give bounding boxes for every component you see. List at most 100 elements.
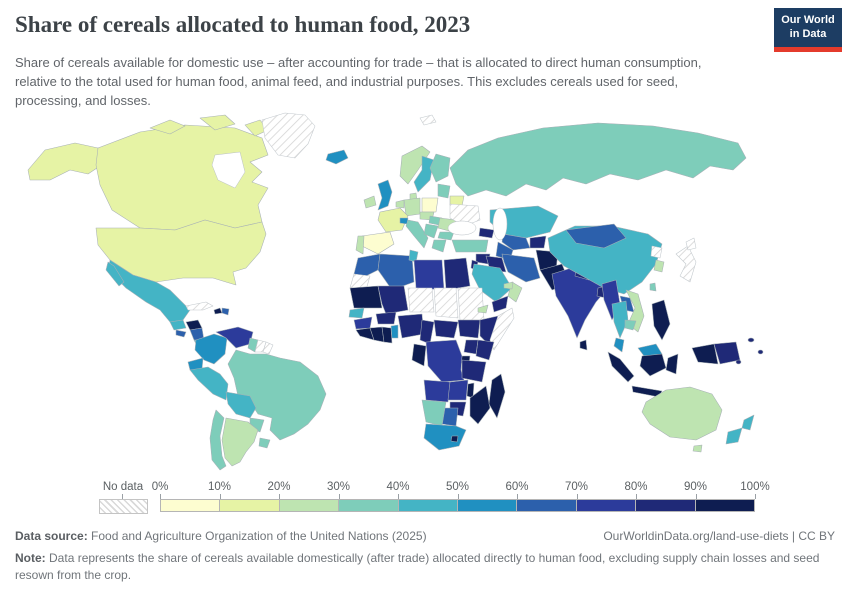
region-uganda[interactable]	[463, 339, 479, 355]
region-france[interactable]	[377, 207, 409, 233]
region-uzbekistan[interactable]	[501, 233, 531, 251]
region-benin-togo[interactable]	[390, 324, 399, 339]
region-french-guiana[interactable]	[262, 341, 274, 355]
legend-swatch[interactable]	[517, 500, 577, 511]
region-canada-arctic-2[interactable]	[199, 114, 236, 131]
region-south-africa[interactable]	[423, 423, 467, 451]
region-chile[interactable]	[209, 409, 227, 471]
region-indonesia-sulawesi[interactable]	[665, 353, 679, 375]
no-data-swatch[interactable]	[99, 499, 148, 514]
region-canada-arctic-1[interactable]	[149, 119, 186, 135]
region-argentina[interactable]	[221, 417, 259, 467]
region-haiti[interactable]	[213, 307, 223, 315]
region-morocco[interactable]	[353, 253, 381, 277]
region-benelux[interactable]	[395, 199, 405, 209]
region-pacific-island-1[interactable]	[747, 337, 755, 343]
region-cameroon[interactable]	[419, 319, 435, 345]
region-norway[interactable]	[399, 145, 431, 185]
region-uk[interactable]	[377, 179, 393, 211]
legend-swatch[interactable]	[695, 500, 755, 511]
region-eritrea[interactable]	[477, 304, 489, 314]
region-chad[interactable]	[433, 287, 459, 319]
region-north-korea[interactable]	[650, 245, 663, 259]
region-bulgaria[interactable]	[437, 231, 455, 241]
region-malaysia[interactable]	[613, 337, 625, 353]
legend-swatch[interactable]	[279, 500, 340, 511]
region-nigeria[interactable]	[397, 313, 425, 339]
legend-swatch[interactable]	[161, 500, 221, 511]
region-niger[interactable]	[407, 287, 435, 313]
region-balkans[interactable]	[423, 223, 439, 239]
region-south-sudan[interactable]	[457, 319, 481, 339]
region-tanzania[interactable]	[461, 359, 487, 383]
region-new-zealand-north[interactable]	[741, 414, 755, 431]
region-kazakhstan[interactable]	[489, 205, 559, 239]
region-drc[interactable]	[425, 339, 465, 383]
region-sri-lanka[interactable]	[579, 339, 588, 351]
region-south-korea[interactable]	[653, 259, 665, 273]
region-lesotho[interactable]	[450, 435, 459, 443]
region-guinea[interactable]	[353, 316, 373, 330]
region-cambodia[interactable]	[624, 319, 637, 331]
region-japan[interactable]	[675, 245, 697, 283]
region-uae[interactable]	[503, 281, 514, 290]
legend-swatch[interactable]	[339, 500, 399, 511]
legend-swatch[interactable]	[636, 500, 696, 511]
region-spain[interactable]	[361, 231, 395, 255]
region-pacific-island-2[interactable]	[757, 349, 764, 355]
region-mozambique[interactable]	[469, 385, 491, 425]
owid-link[interactable]: OurWorldinData.org/land-use-diets | CC B…	[603, 529, 835, 543]
region-taiwan[interactable]	[649, 282, 657, 292]
region-indonesia-borneo[interactable]	[639, 353, 667, 377]
region-burkina-faso[interactable]	[375, 311, 397, 325]
region-tasmania[interactable]	[692, 444, 703, 453]
region-colombia[interactable]	[194, 333, 228, 365]
region-alaska[interactable]	[27, 142, 101, 181]
legend-swatch[interactable]	[398, 500, 459, 511]
legend-swatch[interactable]	[220, 500, 280, 511]
region-angola[interactable]	[423, 379, 451, 403]
region-kenya[interactable]	[475, 339, 495, 361]
region-cuba[interactable]	[185, 301, 214, 311]
region-philippines[interactable]	[651, 299, 671, 341]
region-germany[interactable]	[403, 197, 421, 217]
region-pacific-island-3[interactable]	[735, 359, 742, 365]
region-poland[interactable]	[421, 197, 439, 213]
region-egypt[interactable]	[443, 257, 471, 291]
region-new-zealand-south[interactable]	[725, 427, 743, 445]
region-thailand[interactable]	[611, 300, 629, 339]
region-indonesia-papua[interactable]	[691, 343, 719, 365]
region-sudan[interactable]	[457, 287, 485, 321]
region-somalia[interactable]	[489, 307, 515, 351]
region-senegal[interactable]	[348, 307, 365, 319]
region-dominican-republic[interactable]	[221, 307, 230, 316]
region-ghana[interactable]	[381, 326, 393, 344]
region-iceland[interactable]	[325, 149, 349, 165]
region-peru[interactable]	[189, 366, 229, 401]
region-el-salvador[interactable]	[175, 329, 187, 338]
region-mongolia[interactable]	[565, 223, 627, 249]
region-mali[interactable]	[377, 285, 409, 315]
region-zambia[interactable]	[447, 379, 469, 401]
legend-swatch[interactable]	[576, 500, 637, 511]
region-italy[interactable]	[405, 219, 429, 249]
region-cote-divoire[interactable]	[369, 326, 385, 343]
region-caucasus[interactable]	[478, 227, 495, 239]
region-baltics[interactable]	[437, 183, 451, 199]
region-japan-hokkaido[interactable]	[685, 237, 697, 251]
region-algeria[interactable]	[377, 253, 415, 291]
region-guatemala[interactable]	[169, 319, 187, 331]
region-gabon-congo[interactable]	[411, 343, 427, 367]
region-russia[interactable]	[449, 122, 747, 197]
region-greenland[interactable]	[261, 112, 316, 159]
region-madagascar[interactable]	[488, 373, 506, 419]
region-australia[interactable]	[641, 386, 723, 441]
legend-swatch[interactable]	[458, 500, 518, 511]
region-mexico-baja[interactable]	[105, 261, 125, 287]
region-iran[interactable]	[501, 253, 541, 283]
region-canada[interactable]	[95, 124, 269, 231]
region-central-african-republic[interactable]	[433, 319, 459, 339]
region-finland[interactable]	[429, 153, 451, 183]
region-indonesia-sumatra[interactable]	[607, 351, 635, 383]
region-svalbard[interactable]	[419, 114, 437, 126]
